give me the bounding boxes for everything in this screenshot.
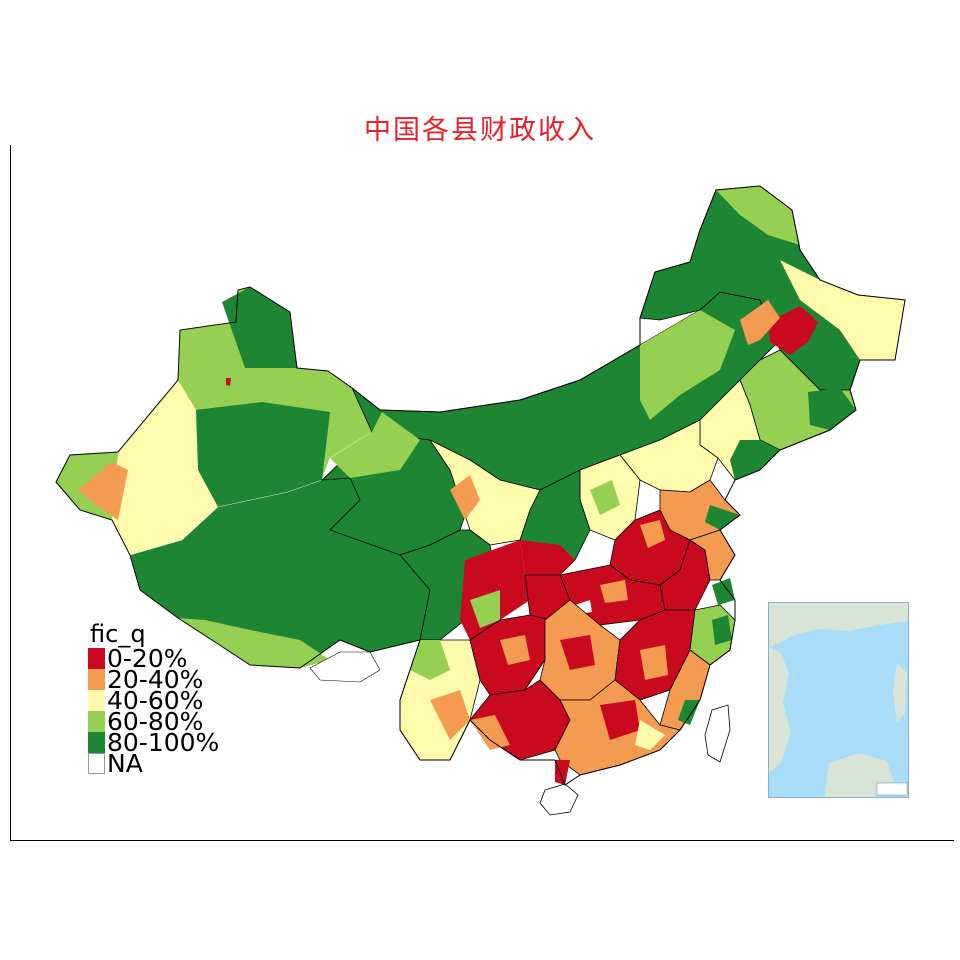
legend-item: 0-20% <box>88 644 219 673</box>
legend-label: 40-60% <box>107 686 204 715</box>
region-jiangsu-green <box>712 578 735 605</box>
south-china-sea-inset <box>768 602 909 798</box>
region-zhejiang-green <box>712 615 732 645</box>
country-border <box>55 185 906 786</box>
region-shanxi-green <box>590 480 620 515</box>
legend-title: fic_q <box>90 620 146 648</box>
legend-label: 80-100% <box>107 728 220 757</box>
region-hainan <box>539 783 579 816</box>
inset-indochina <box>769 647 791 773</box>
legend-swatch <box>88 669 105 690</box>
region-heilongjiang-orange <box>740 300 780 345</box>
region-tibet-south-na <box>309 651 381 683</box>
legend-item: 60-80% <box>88 707 219 736</box>
region-leizhou <box>555 760 570 785</box>
region-heilongjiang-red <box>768 306 818 355</box>
legend-item: NA <box>88 749 219 778</box>
legend: fic_q 0-20% 20-40% 40-60% 60-80% 80-100%… <box>88 620 220 778</box>
inset-scale-box <box>876 782 908 796</box>
region-shandong-green <box>705 505 740 530</box>
region-tibet-green-edge <box>178 618 330 668</box>
legend-label: 60-80% <box>107 707 204 736</box>
region-heilongjiang-yellow <box>780 260 905 360</box>
legend-item: 20-40% <box>88 665 219 694</box>
region-xinjiang-north <box>222 287 297 368</box>
region-hunan-red <box>560 635 595 670</box>
inset-borneo <box>824 753 894 797</box>
region-inner-mongolia-light <box>330 412 420 478</box>
legend-swatch <box>88 753 105 774</box>
legend-item: 80-100% <box>88 728 220 757</box>
region-yunnan-green <box>410 640 450 680</box>
region-yunnan-orange <box>430 690 470 740</box>
region-henan-orange <box>640 520 665 548</box>
region-guangdong-red <box>600 700 640 740</box>
legend-label: NA <box>107 749 143 778</box>
region-inner-mongolia-east <box>640 310 735 420</box>
region-liaoning-green <box>730 440 780 480</box>
legend-swatch <box>88 690 105 711</box>
region-taiwan <box>704 704 731 763</box>
legend-swatch <box>88 648 105 669</box>
legend-rows: 0-20% 20-40% 40-60% 60-80% 80-100% NA <box>88 644 220 778</box>
inset-map <box>769 603 908 797</box>
region-guizhou-orange <box>500 635 530 665</box>
plot-frame <box>10 145 954 841</box>
region-jilin-green <box>808 388 856 430</box>
region-guangxi-orange <box>470 715 510 750</box>
region-hubei-orange <box>600 580 628 603</box>
legend-label: 20-40% <box>107 665 204 694</box>
region-shaanxi-south <box>520 540 575 575</box>
region-hebei <box>619 419 719 493</box>
region-xinjiang-red-spot <box>226 378 231 386</box>
region-xinjiang-yellow <box>112 380 218 555</box>
region-xinjiang-east <box>195 402 330 507</box>
legend-item: 40-60% <box>88 686 219 715</box>
inset-philippines <box>893 663 907 723</box>
region-jiangxi-orange <box>640 645 668 680</box>
legend-swatch <box>88 732 105 753</box>
legend-swatch <box>88 711 105 732</box>
map-title: 中国各县财政收入 <box>364 115 596 146</box>
region-gansu-orange <box>450 475 480 520</box>
inset-mainland <box>769 603 908 647</box>
region-guangdong-yellow <box>635 720 665 750</box>
region-xinjiang-orange <box>78 462 128 520</box>
legend-label: 0-20% <box>107 644 188 673</box>
region-fujian-green <box>678 700 700 725</box>
region-sichuan-green <box>470 590 500 628</box>
